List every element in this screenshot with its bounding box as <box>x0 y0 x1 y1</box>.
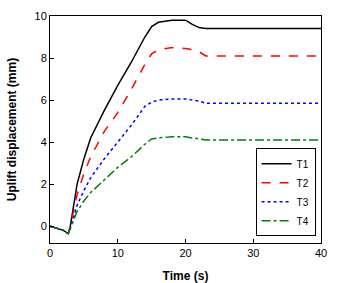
svg-text:40: 40 <box>315 247 327 259</box>
svg-text:T1: T1 <box>297 159 309 170</box>
svg-text:10: 10 <box>35 10 47 22</box>
svg-text:0: 0 <box>47 247 53 259</box>
svg-text:T3: T3 <box>297 197 309 208</box>
svg-text:T4: T4 <box>297 216 309 227</box>
svg-text:4: 4 <box>41 136 47 148</box>
svg-text:T2: T2 <box>297 178 309 189</box>
svg-text:Uplift displacement (mm): Uplift displacement (mm) <box>5 58 19 201</box>
svg-text:Time (s): Time (s) <box>163 269 209 283</box>
svg-text:8: 8 <box>41 52 47 64</box>
svg-text:30: 30 <box>247 247 259 259</box>
svg-text:6: 6 <box>41 94 47 106</box>
svg-text:10: 10 <box>112 247 124 259</box>
svg-text:0: 0 <box>41 220 47 232</box>
svg-text:2: 2 <box>41 178 47 190</box>
svg-text:20: 20 <box>179 247 191 259</box>
